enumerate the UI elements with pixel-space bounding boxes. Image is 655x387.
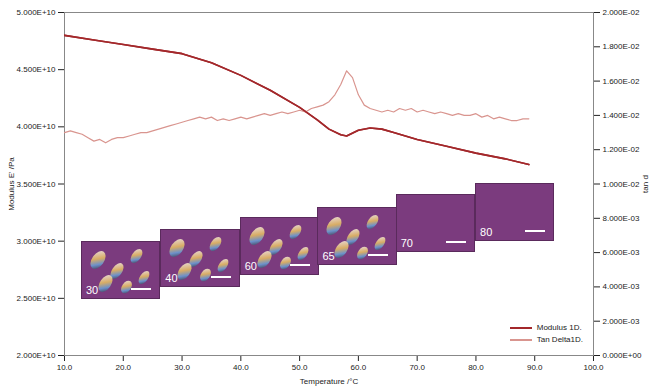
svg-text:2.000E-02: 2.000E-02 <box>603 8 640 17</box>
html-text:60: 60 <box>244 260 257 273</box>
html-text:65: 65 <box>322 250 335 263</box>
svg-text:3.000E+10: 3.000E+10 <box>17 237 56 246</box>
svg-text:5.000E+10: 5.000E+10 <box>17 8 56 17</box>
html-text:40: 40 <box>165 271 178 284</box>
svg-text:4.000E-03: 4.000E-03 <box>603 282 640 291</box>
svg-text:6.000E-03: 6.000E-03 <box>603 248 640 257</box>
svg-text:2.000E-03: 2.000E-03 <box>603 317 640 326</box>
svg-text:2.000E+10: 2.000E+10 <box>17 351 56 360</box>
svg-text:4.500E+10: 4.500E+10 <box>17 65 56 74</box>
svg-text:8.000E-03: 8.000E-03 <box>603 214 640 223</box>
svg-text:80.0: 80.0 <box>468 363 484 372</box>
svg-text:1.800E-02: 1.800E-02 <box>603 42 640 51</box>
svg-text:90.0: 90.0 <box>527 363 543 372</box>
svg-text:40.0: 40.0 <box>233 363 249 372</box>
svg-text:1.200E-02: 1.200E-02 <box>603 145 640 154</box>
svg-text:10.0: 10.0 <box>57 363 73 372</box>
html-text:Modulus 1D.: Modulus 1D. <box>536 323 582 332</box>
html-text:30: 30 <box>85 284 99 297</box>
svg-text:70.0: 70.0 <box>409 363 425 372</box>
svg-text:Modulus E' /Pa: Modulus E' /Pa <box>7 157 16 211</box>
svg-text:1.000E-02: 1.000E-02 <box>603 180 640 189</box>
html-text:Tan Delta1D.: Tan Delta1D. <box>536 335 583 344</box>
svg-text:100.0: 100.0 <box>583 363 604 372</box>
svg-text:1.400E-02: 1.400E-02 <box>603 111 640 120</box>
svg-text:4.000E+10: 4.000E+10 <box>17 122 56 131</box>
svg-text:3.500E+10: 3.500E+10 <box>17 180 56 189</box>
svg-text:2.500E+10: 2.500E+10 <box>17 294 56 303</box>
svg-text:1.600E-02: 1.600E-02 <box>603 77 640 86</box>
svg-text:20.0: 20.0 <box>115 363 131 372</box>
html-text:70: 70 <box>400 237 413 250</box>
svg-text:60.0: 60.0 <box>351 363 367 372</box>
svg-text:50.0: 50.0 <box>292 363 308 372</box>
svg-text:0.000E+00: 0.000E+00 <box>603 351 642 360</box>
svg-text:Temperature /°C: Temperature /°C <box>300 377 359 386</box>
html-text:80: 80 <box>480 226 493 239</box>
svg-text:tan d: tan d <box>641 175 650 193</box>
svg-text:30.0: 30.0 <box>174 363 190 372</box>
